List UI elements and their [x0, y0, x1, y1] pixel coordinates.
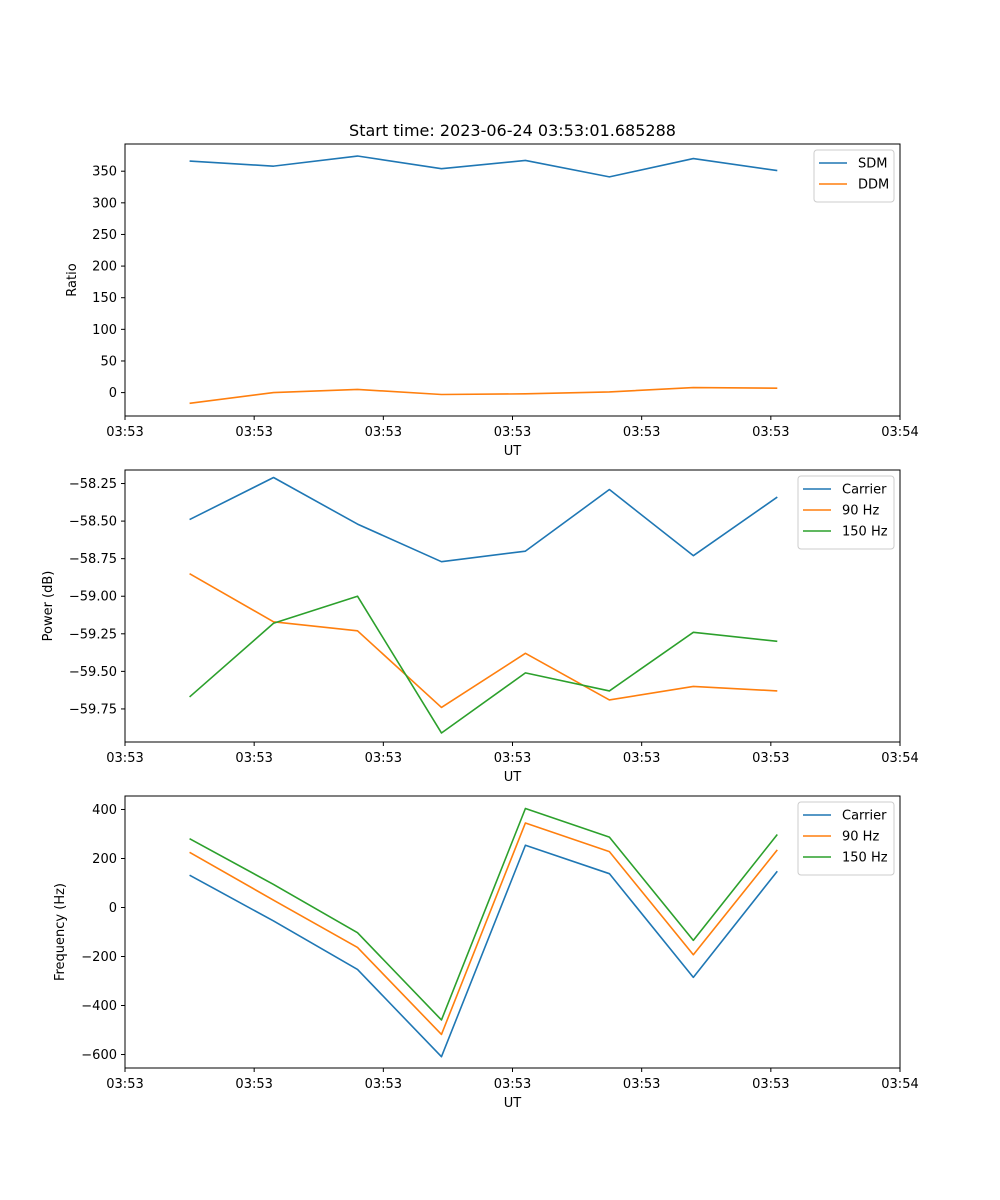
legend-label: Carrier [842, 483, 887, 498]
x-tick-label: 03:53 [623, 1077, 660, 1092]
y-axis-label: Ratio [65, 263, 80, 296]
y-tick-label: 100 [92, 323, 117, 338]
chart-panel-3: 03:53 03:53 03:53 03:53 03:53 03:53 03:54 −600 −… [53, 795, 919, 1111]
series-line-carrier [189, 476, 778, 563]
x-tick-label: 03:53 [494, 1077, 531, 1092]
x-axis-label: UT [504, 444, 522, 459]
x-tick-label: 03:53 [494, 751, 531, 766]
series-line-carrier [189, 844, 778, 1058]
legend-label: 90 Hz [842, 504, 879, 519]
legend-label: DDM [858, 178, 889, 193]
x-tick-label: 03:53 [106, 1077, 143, 1092]
series-line-ddm [189, 386, 778, 405]
y-tick-label: 150 [92, 291, 117, 306]
x-tick-label: 03:53 [365, 751, 402, 766]
x-tick-label: 03:53 [235, 425, 272, 440]
y-tick-label: 400 [92, 803, 117, 818]
y-tick-label: 0 [109, 386, 117, 401]
y-tick-label: −58.50 [69, 515, 117, 530]
x-axis-label: UT [504, 770, 522, 785]
y-tick-label: −200 [81, 950, 117, 965]
y-tick-label: −59.50 [69, 665, 117, 680]
y-tick-label: −58.25 [69, 477, 117, 492]
y-axis-label: Frequency (Hz) [53, 883, 68, 981]
x-axis-label: UT [504, 1096, 522, 1111]
x-tick-label: 03:53 [623, 751, 660, 766]
legend-label: Carrier [842, 809, 887, 824]
x-tick-label: 03:53 [365, 1077, 402, 1092]
x-tick-label: 03:53 [752, 751, 789, 766]
series-line-150-hz [189, 595, 778, 734]
chart-panel-1: 03:53 03:53 03:53 03:53 03:53 03:53 03:54 0 50 10… [65, 143, 919, 459]
x-tick-label: 03:53 [752, 1077, 789, 1092]
y-tick-label: 200 [92, 260, 117, 275]
x-tick-label: 03:54 [881, 751, 918, 766]
x-tick-label: 03:54 [881, 1077, 918, 1092]
legend: Carrier 90 Hz 150 Hz [797, 801, 895, 876]
legend-label: 150 Hz [842, 525, 888, 540]
x-tick-label: 03:53 [365, 425, 402, 440]
x-tick-label: 03:53 [235, 1077, 272, 1092]
y-tick-label: −59.00 [69, 590, 117, 605]
y-tick-label: 50 [100, 354, 117, 369]
y-tick-label: 0 [109, 901, 117, 916]
legend: Carrier 90 Hz 150 Hz [797, 475, 895, 550]
series-line-sdm [189, 155, 778, 178]
y-tick-label: −58.75 [69, 552, 117, 567]
chart-panel-2: 03:53 03:53 03:53 03:53 03:53 03:53 03:54 −59.7… [41, 469, 919, 785]
legend: SDM DDM [813, 149, 895, 203]
series-line-150-hz [189, 807, 778, 1021]
y-tick-label: −59.25 [69, 627, 117, 642]
x-tick-label: 03:53 [235, 751, 272, 766]
legend-label: 150 Hz [842, 851, 888, 866]
y-tick-label: 300 [92, 196, 117, 211]
x-tick-label: 03:53 [106, 751, 143, 766]
y-tick-label: −59.75 [69, 702, 117, 717]
y-tick-label: −600 [81, 1048, 117, 1063]
y-tick-label: 250 [92, 228, 117, 243]
y-tick-label: 350 [92, 165, 117, 180]
x-tick-label: 03:53 [494, 425, 531, 440]
chart-panels: 03:53 03:53 03:53 03:53 03:53 03:53 03:54 0 50 10… [41, 143, 919, 1111]
x-tick-label: 03:53 [623, 425, 660, 440]
x-tick-label: 03:53 [106, 425, 143, 440]
y-axis-label: Power (dB) [41, 571, 56, 642]
y-tick-label: −400 [81, 999, 117, 1014]
x-tick-label: 03:53 [752, 425, 789, 440]
x-tick-label: 03:54 [881, 425, 918, 440]
series-line-90-hz [189, 822, 778, 1036]
legend-label: SDM [858, 157, 887, 172]
y-tick-label: 200 [92, 852, 117, 867]
figure-title: Start time: 2023-06-24 03:53:01.685288 [349, 121, 676, 140]
legend-label: 90 Hz [842, 830, 879, 845]
series-line-90-hz [189, 572, 778, 709]
